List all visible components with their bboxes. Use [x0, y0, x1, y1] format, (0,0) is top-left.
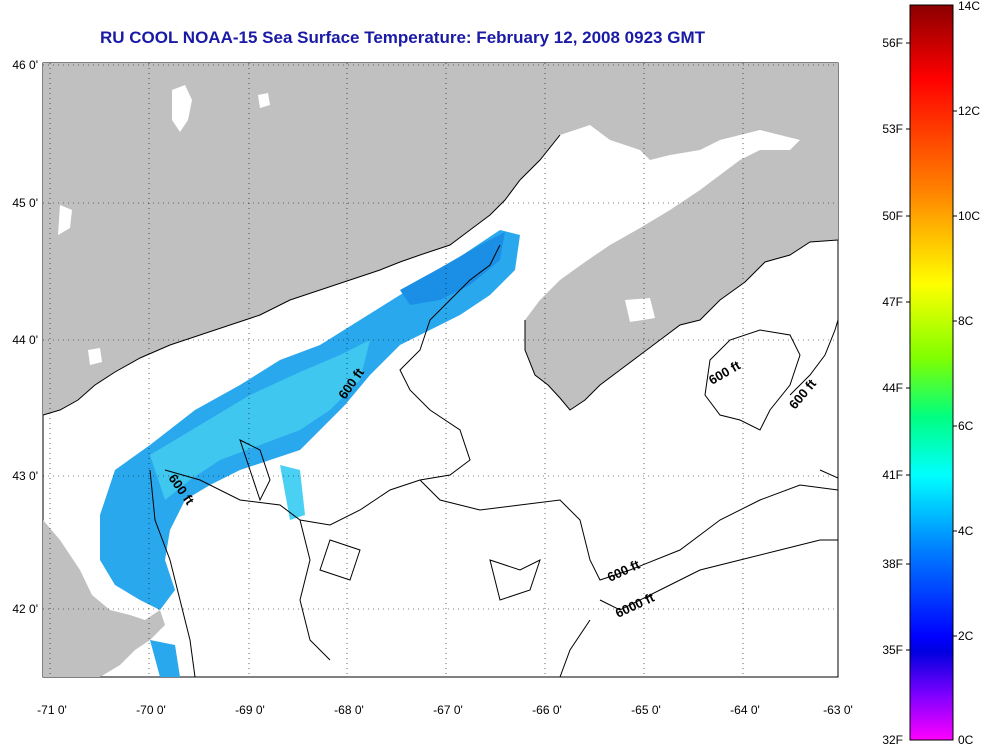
sst-swath	[280, 465, 305, 520]
colorbar-f-label: 47F	[882, 295, 903, 309]
lon-tick-label: -67 0'	[433, 703, 463, 717]
lake	[58, 205, 72, 235]
bathymetry-contours	[149, 244, 838, 677]
colorbar-c-label: 2C	[958, 629, 974, 643]
coastline	[524, 239, 838, 411]
lat-axis: 46 0' 45 0' 44 0' 43 0' 42 0'	[12, 58, 38, 616]
colorbar-f-label: 56F	[882, 36, 903, 50]
lon-tick-label: -63 0'	[823, 703, 853, 717]
colorbar-c-label: 10C	[958, 209, 980, 223]
lat-tick-label: 42 0'	[12, 602, 38, 616]
lon-tick-label: -65 0'	[631, 703, 661, 717]
lake	[172, 85, 192, 132]
colorbar-c-label: 12C	[958, 104, 980, 118]
map-title: RU COOL NOAA-15 Sea Surface Temperature:…	[100, 28, 705, 47]
colorbar-f-label: 44F	[882, 381, 903, 395]
lon-tick-label: -69 0'	[235, 703, 265, 717]
colorbar-f-label: 53F	[882, 122, 903, 136]
lake	[258, 93, 270, 108]
lat-tick-label: 45 0'	[12, 196, 38, 210]
colorbar-f-label: 32F	[882, 733, 903, 747]
colorbar-c-label: 14C	[958, 0, 980, 13]
coastline	[43, 134, 561, 416]
sst-swath	[150, 340, 370, 500]
lat-tick-label: 44 0'	[12, 333, 38, 347]
lake	[88, 348, 102, 365]
land-maine-newbrunswick	[43, 63, 838, 415]
lat-tick-label: 43 0'	[12, 469, 38, 483]
colorbar-f-label: 35F	[882, 643, 903, 657]
lon-tick-label: -71 0'	[37, 703, 67, 717]
sst-swath	[150, 640, 180, 677]
colorbar-c-label: 6C	[958, 419, 974, 433]
colorbar-f-label: 38F	[882, 557, 903, 571]
colorbar-f-label: 41F	[882, 468, 903, 482]
map-area: 600 ft 600 ft 600 ft 600 ft 600 ft 6000 …	[42, 62, 839, 678]
lake	[625, 298, 655, 322]
colorbar-c-label: 0C	[958, 733, 974, 747]
sst-swath	[400, 232, 505, 305]
colorbar-f-label: 50F	[882, 209, 903, 223]
lon-tick-label: -64 0'	[730, 703, 760, 717]
lon-tick-label: -66 0'	[532, 703, 562, 717]
colorbar: 56F 53F 50F 47F 44F 41F 38F 35F 32F 14C …	[882, 0, 980, 747]
land-massachusetts	[43, 520, 165, 677]
colorbar-c-label: 8C	[958, 314, 974, 328]
lon-axis: -71 0' -70 0' -69 0' -68 0' -67 0' -66 0…	[37, 703, 853, 717]
colorbar-c-label: 4C	[958, 524, 974, 538]
lat-tick-label: 46 0'	[12, 58, 38, 72]
lon-tick-label: -68 0'	[334, 703, 364, 717]
lon-tick-label: -70 0'	[136, 703, 166, 717]
